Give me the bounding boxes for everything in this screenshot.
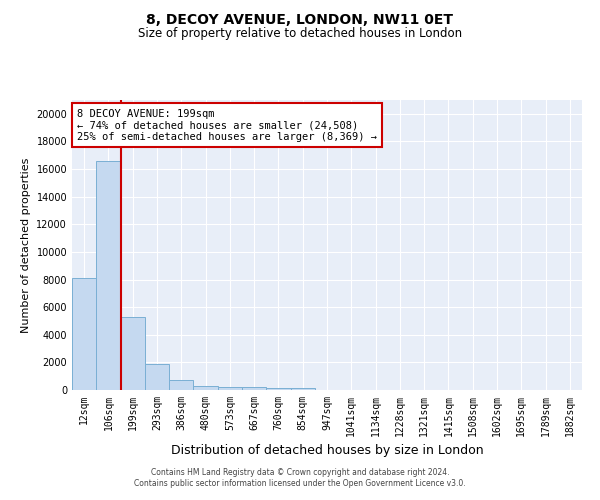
Bar (72, 278, 96, 390)
Text: 8, DECOY AVENUE, LONDON, NW11 0ET: 8, DECOY AVENUE, LONDON, NW11 0ET (146, 12, 454, 26)
X-axis label: Distribution of detached houses by size in London: Distribution of detached houses by size … (170, 444, 484, 458)
Bar (266, 388, 290, 390)
Bar (193, 386, 218, 390)
Bar (121, 317, 145, 390)
Text: Contains HM Land Registry data © Crown copyright and database right 2024.
Contai: Contains HM Land Registry data © Crown c… (134, 468, 466, 487)
Bar (218, 387, 242, 390)
Text: Size of property relative to detached houses in London: Size of property relative to detached ho… (138, 28, 462, 40)
Bar (145, 364, 169, 390)
Text: 8 DECOY AVENUE: 199sqm
← 74% of detached houses are smaller (24,508)
25% of semi: 8 DECOY AVENUE: 199sqm ← 74% of detached… (77, 108, 377, 142)
Y-axis label: Number of detached properties: Number of detached properties (21, 158, 31, 332)
Bar (169, 380, 193, 390)
Bar (96, 161, 121, 390)
Bar (242, 387, 266, 390)
Bar (290, 388, 315, 390)
